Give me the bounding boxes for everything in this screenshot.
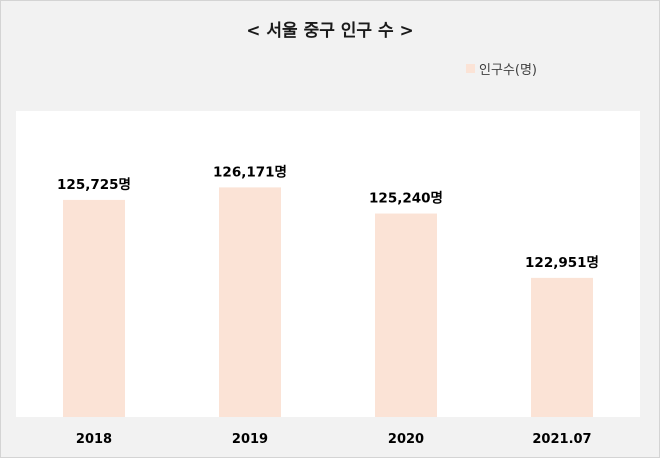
data-label-2018: 125,725명	[57, 176, 131, 193]
bar-2019	[219, 187, 281, 417]
bar-2018	[63, 199, 125, 417]
bar-2021.07	[531, 277, 593, 417]
bar-2020	[375, 213, 437, 417]
legend-label: 인구수(명)	[479, 63, 537, 78]
x-tick-label-2021.07: 2021.07	[532, 432, 591, 447]
data-label-2021.07: 122,951명	[525, 254, 599, 271]
x-tick-label-2020: 2020	[388, 432, 424, 447]
data-label-2020: 125,240명	[369, 190, 443, 207]
legend: 인구수(명)	[466, 59, 537, 78]
chart-title: < 서울 중구 인구 수 >	[246, 21, 414, 41]
x-tick-label-2019: 2019	[232, 432, 268, 447]
x-tick-label-2018: 2018	[76, 432, 112, 447]
data-label-2019: 126,171명	[213, 163, 287, 180]
legend-swatch	[466, 64, 475, 73]
